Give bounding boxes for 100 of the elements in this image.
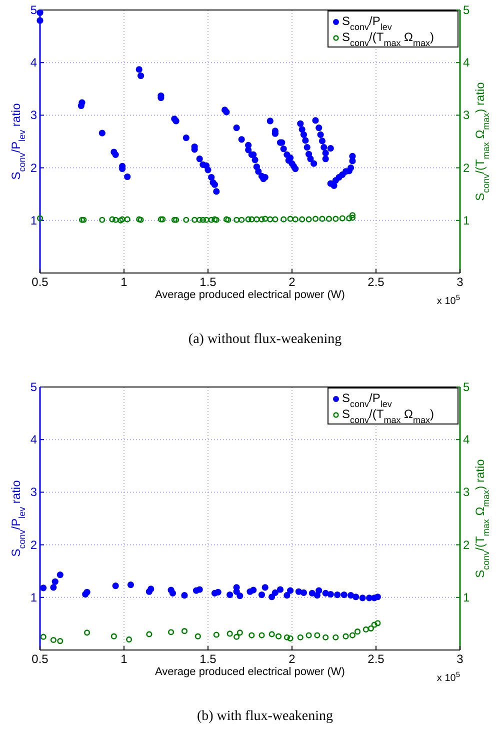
- point: [112, 582, 119, 590]
- text: (a) without flux-weakening: [188, 332, 342, 347]
- y2-tick-label: 1: [463, 213, 470, 228]
- y-tick-label: 3: [30, 485, 38, 500]
- point: [56, 571, 64, 578]
- y2-tick-label: 4: [463, 432, 470, 447]
- y2-tick-label: 2: [463, 538, 470, 552]
- point: [226, 591, 234, 598]
- point: [374, 620, 381, 626]
- point: [362, 626, 369, 633]
- point: [146, 631, 152, 638]
- point: [300, 589, 308, 596]
- y2-tick-label: 1: [463, 590, 470, 604]
- point: [214, 588, 222, 596]
- point: [110, 633, 117, 640]
- point: [181, 628, 188, 634]
- point: [258, 632, 265, 638]
- point: [234, 634, 240, 640]
- point: [340, 591, 348, 598]
- x-tick-label: 1.5: [200, 652, 217, 666]
- x-tick-label: 1: [120, 652, 128, 666]
- point: [332, 634, 339, 640]
- point: [268, 594, 276, 600]
- point: [213, 632, 220, 638]
- point: [196, 586, 203, 593]
- point: [127, 581, 134, 588]
- point: [50, 636, 56, 644]
- point: [287, 635, 294, 642]
- point: [371, 622, 378, 628]
- point: [50, 584, 57, 591]
- point: [194, 633, 201, 640]
- y2-tick-label: 5: [463, 3, 470, 17]
- point: [316, 587, 322, 594]
- x-tick-label: 2: [288, 275, 296, 289]
- y2-tick-label: 5: [463, 380, 470, 394]
- x-axis-title: Average produced electrical power (W): [155, 289, 345, 301]
- point: [368, 625, 374, 632]
- point: [181, 592, 188, 599]
- text: x 10$^{5}$: [436, 670, 460, 684]
- point: [169, 590, 176, 596]
- text: x 10$^{5}$: [436, 292, 460, 307]
- legend-label: S$_{conv}$/(T$_{max}$ Ω$_{max}$): [342, 30, 434, 48]
- point: [284, 592, 290, 599]
- y2-tick-label: 2: [463, 160, 470, 175]
- x-tick-label: 3: [456, 652, 464, 666]
- y-tick-label: 3: [30, 108, 38, 122]
- point: [248, 632, 255, 638]
- point: [268, 631, 275, 638]
- y-tick-label: 5: [30, 3, 38, 17]
- legend-label: S$_{conv}$/(T$_{max}$ Ω$_{max}$): [342, 407, 434, 425]
- x-tick-label: 0.5: [32, 275, 49, 289]
- point: [40, 634, 46, 640]
- point: [148, 586, 154, 592]
- y-tick-label: 2: [30, 160, 38, 175]
- x-tick-label: 2.5: [368, 275, 385, 289]
- point: [84, 630, 90, 636]
- point: [57, 638, 64, 644]
- y2-tick-label: 3: [463, 108, 470, 122]
- point: [359, 594, 366, 602]
- point: [40, 584, 47, 592]
- point: [327, 590, 334, 598]
- point: [262, 584, 268, 591]
- point: [342, 633, 349, 640]
- x-tick-label: 3: [456, 275, 464, 289]
- y-tick-label: 4: [30, 56, 38, 70]
- y2-tick-label: 3: [463, 485, 470, 500]
- x-axis-title: Average produced electrical power (W): [155, 666, 345, 678]
- x-tick-label: 1.5: [200, 275, 217, 289]
- point: [352, 594, 360, 600]
- x-tick-label: 1: [120, 275, 128, 289]
- point: [258, 591, 266, 598]
- point: [250, 586, 257, 594]
- point: [236, 592, 244, 600]
- point: [334, 591, 341, 598]
- y-tick-label: 1: [30, 590, 38, 604]
- point: [374, 594, 381, 600]
- point: [354, 628, 361, 635]
- point: [236, 630, 243, 636]
- point: [276, 586, 284, 593]
- legend-label: S$_{conv}$/P$_{lev}$: [342, 391, 392, 409]
- point: [297, 634, 304, 640]
- point: [168, 629, 174, 636]
- text: (b) with flux-weakening: [196, 709, 334, 724]
- x-tick-label: 2.5: [368, 652, 385, 666]
- x-tick-label: 2: [288, 652, 296, 666]
- point: [287, 587, 294, 594]
- point: [349, 632, 356, 638]
- y2-tick-label: 4: [463, 56, 470, 70]
- point: [322, 634, 329, 640]
- point: [126, 636, 132, 643]
- point: [84, 588, 90, 596]
- y-tick-label: 4: [30, 432, 38, 447]
- point: [284, 634, 290, 640]
- point: [308, 590, 316, 596]
- y-tick-label: 5: [30, 380, 38, 394]
- point: [226, 630, 233, 637]
- x-tick-label: 0.5: [32, 652, 49, 666]
- point: [272, 589, 278, 596]
- point: [276, 633, 282, 640]
- legend-label: S$_{conv}$/P$_{lev}$: [342, 14, 392, 32]
